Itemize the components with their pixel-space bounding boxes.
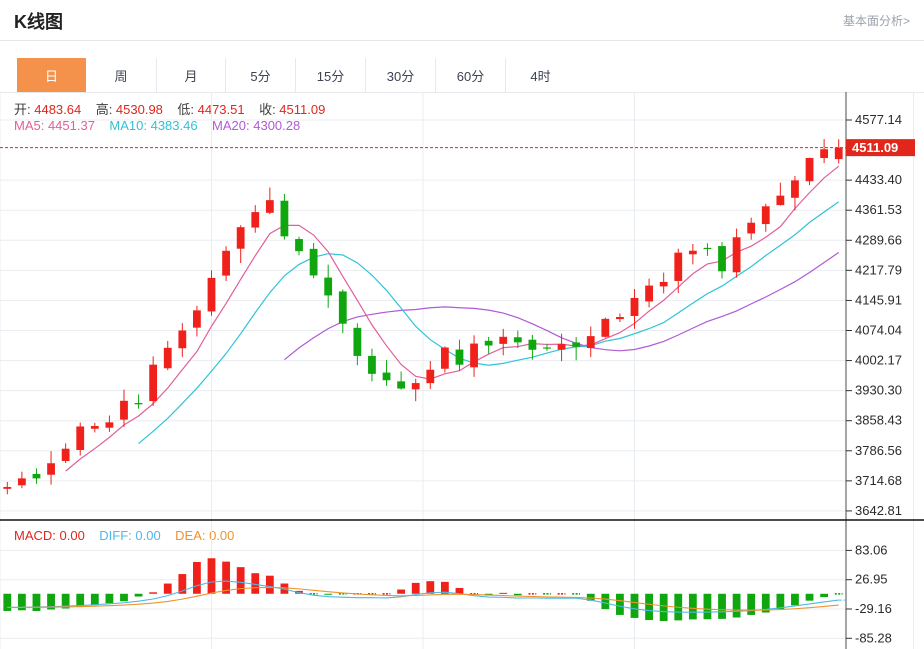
svg-text:-85.28: -85.28 xyxy=(855,630,892,645)
svg-text:4217.79: 4217.79 xyxy=(855,262,902,277)
svg-text:4433.40: 4433.40 xyxy=(855,172,902,187)
svg-text:4145.91: 4145.91 xyxy=(855,292,902,307)
svg-text:3714.68: 3714.68 xyxy=(855,473,902,488)
svg-text:4002.17: 4002.17 xyxy=(855,353,902,368)
svg-text:4289.66: 4289.66 xyxy=(855,232,902,247)
svg-text:26.95: 26.95 xyxy=(855,572,888,587)
svg-text:3858.43: 3858.43 xyxy=(855,413,902,428)
svg-text:4074.04: 4074.04 xyxy=(855,322,902,337)
svg-text:4361.53: 4361.53 xyxy=(855,202,902,217)
svg-text:3786.56: 3786.56 xyxy=(855,443,902,458)
svg-text:83.06: 83.06 xyxy=(855,542,888,557)
svg-text:4577.14: 4577.14 xyxy=(855,112,902,127)
svg-text:4511.09: 4511.09 xyxy=(852,140,898,155)
svg-text:3642.81: 3642.81 xyxy=(855,503,902,518)
svg-text:-29.16: -29.16 xyxy=(855,601,892,616)
svg-text:3930.30: 3930.30 xyxy=(855,383,902,398)
